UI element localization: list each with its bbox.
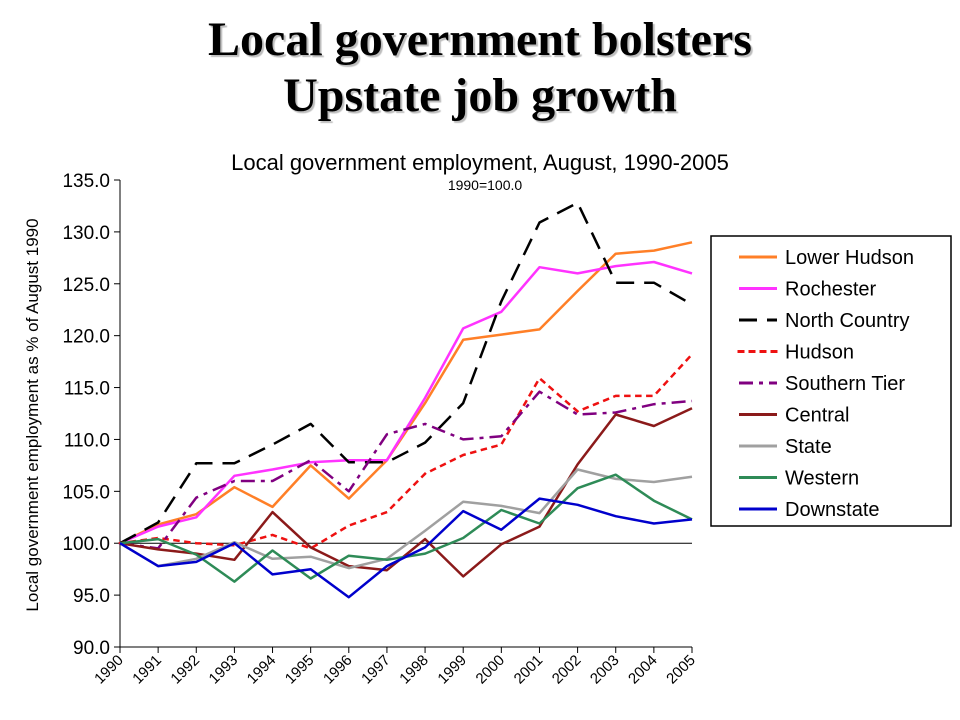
- legend-label-downstate: Downstate: [785, 499, 880, 521]
- legend-label-southern-tier: Southern Tier: [785, 373, 905, 395]
- x-tick-label: 2005: [663, 652, 699, 688]
- y-tick-label: 125.0: [62, 275, 110, 296]
- legend-label-state: State: [785, 436, 832, 458]
- y-tick-label: 130.0: [62, 223, 110, 244]
- legend-label-lower-hudson: Lower Hudson: [785, 247, 914, 269]
- chart-subtitle: 1990=100.0: [448, 177, 523, 193]
- series-line-western: [119, 473, 693, 583]
- y-tick-label: 135.0: [62, 171, 110, 192]
- series-line-downstate: [119, 497, 693, 599]
- y-axis-label: Local government employment as % of Augu…: [23, 218, 42, 611]
- series-line-central: [119, 407, 693, 578]
- x-tick-label: 1999: [434, 652, 470, 688]
- legend-label-western: Western: [785, 468, 859, 490]
- legend: Lower Hudson Rochester North Country Hudson…: [710, 235, 952, 527]
- y-tick-label: 110.0: [64, 430, 110, 451]
- x-tick-label: 1992: [167, 652, 203, 688]
- slide-title: Local government bolsters Upstate job gr…: [0, 12, 960, 124]
- x-tick-label: 2000: [473, 652, 509, 688]
- series-line-lower-hudson: [119, 241, 693, 545]
- legend-label-north-country: North Country: [785, 310, 910, 332]
- series-line-hudson: [118, 352, 694, 550]
- series-line-southern-tier: [119, 390, 693, 550]
- legend-label-central: Central: [785, 405, 849, 427]
- chart-title: Local government employment, August, 199…: [231, 150, 729, 175]
- x-tick-label: 2001: [511, 652, 547, 688]
- x-tick-label: 1995: [282, 652, 318, 688]
- x-tick-label: 1994: [244, 652, 280, 688]
- x-tick-label: 1996: [320, 652, 356, 688]
- series-layer: [118, 201, 694, 599]
- y-tick-label: 105.0: [62, 482, 110, 503]
- legend-label-rochester: Rochester: [785, 279, 876, 301]
- y-tick-label: 100.0: [62, 534, 110, 555]
- x-tick-label: 2004: [625, 652, 661, 688]
- slide-title-line-1: Local government bolsters: [208, 13, 752, 66]
- legend-label-hudson: Hudson: [785, 342, 854, 364]
- y-tick-label: 115.0: [64, 379, 110, 400]
- y-tick-label: 90.0: [73, 638, 110, 659]
- y-tick-label: 95.0: [73, 586, 110, 607]
- series-line-rochester: [119, 260, 693, 545]
- x-tick-label: 2002: [549, 652, 585, 688]
- y-tick-label: 120.0: [62, 327, 110, 348]
- slide-title-line-2: Upstate job growth: [283, 69, 677, 122]
- x-tick-label: 1997: [358, 652, 394, 688]
- x-tick-label: 1993: [206, 652, 242, 688]
- x-tick-label: 2003: [587, 652, 623, 688]
- series-line-north-country: [119, 201, 693, 545]
- series-line-state: [119, 468, 693, 570]
- x-tick-label: 1991: [129, 652, 165, 688]
- x-tick-label: 1998: [396, 652, 432, 688]
